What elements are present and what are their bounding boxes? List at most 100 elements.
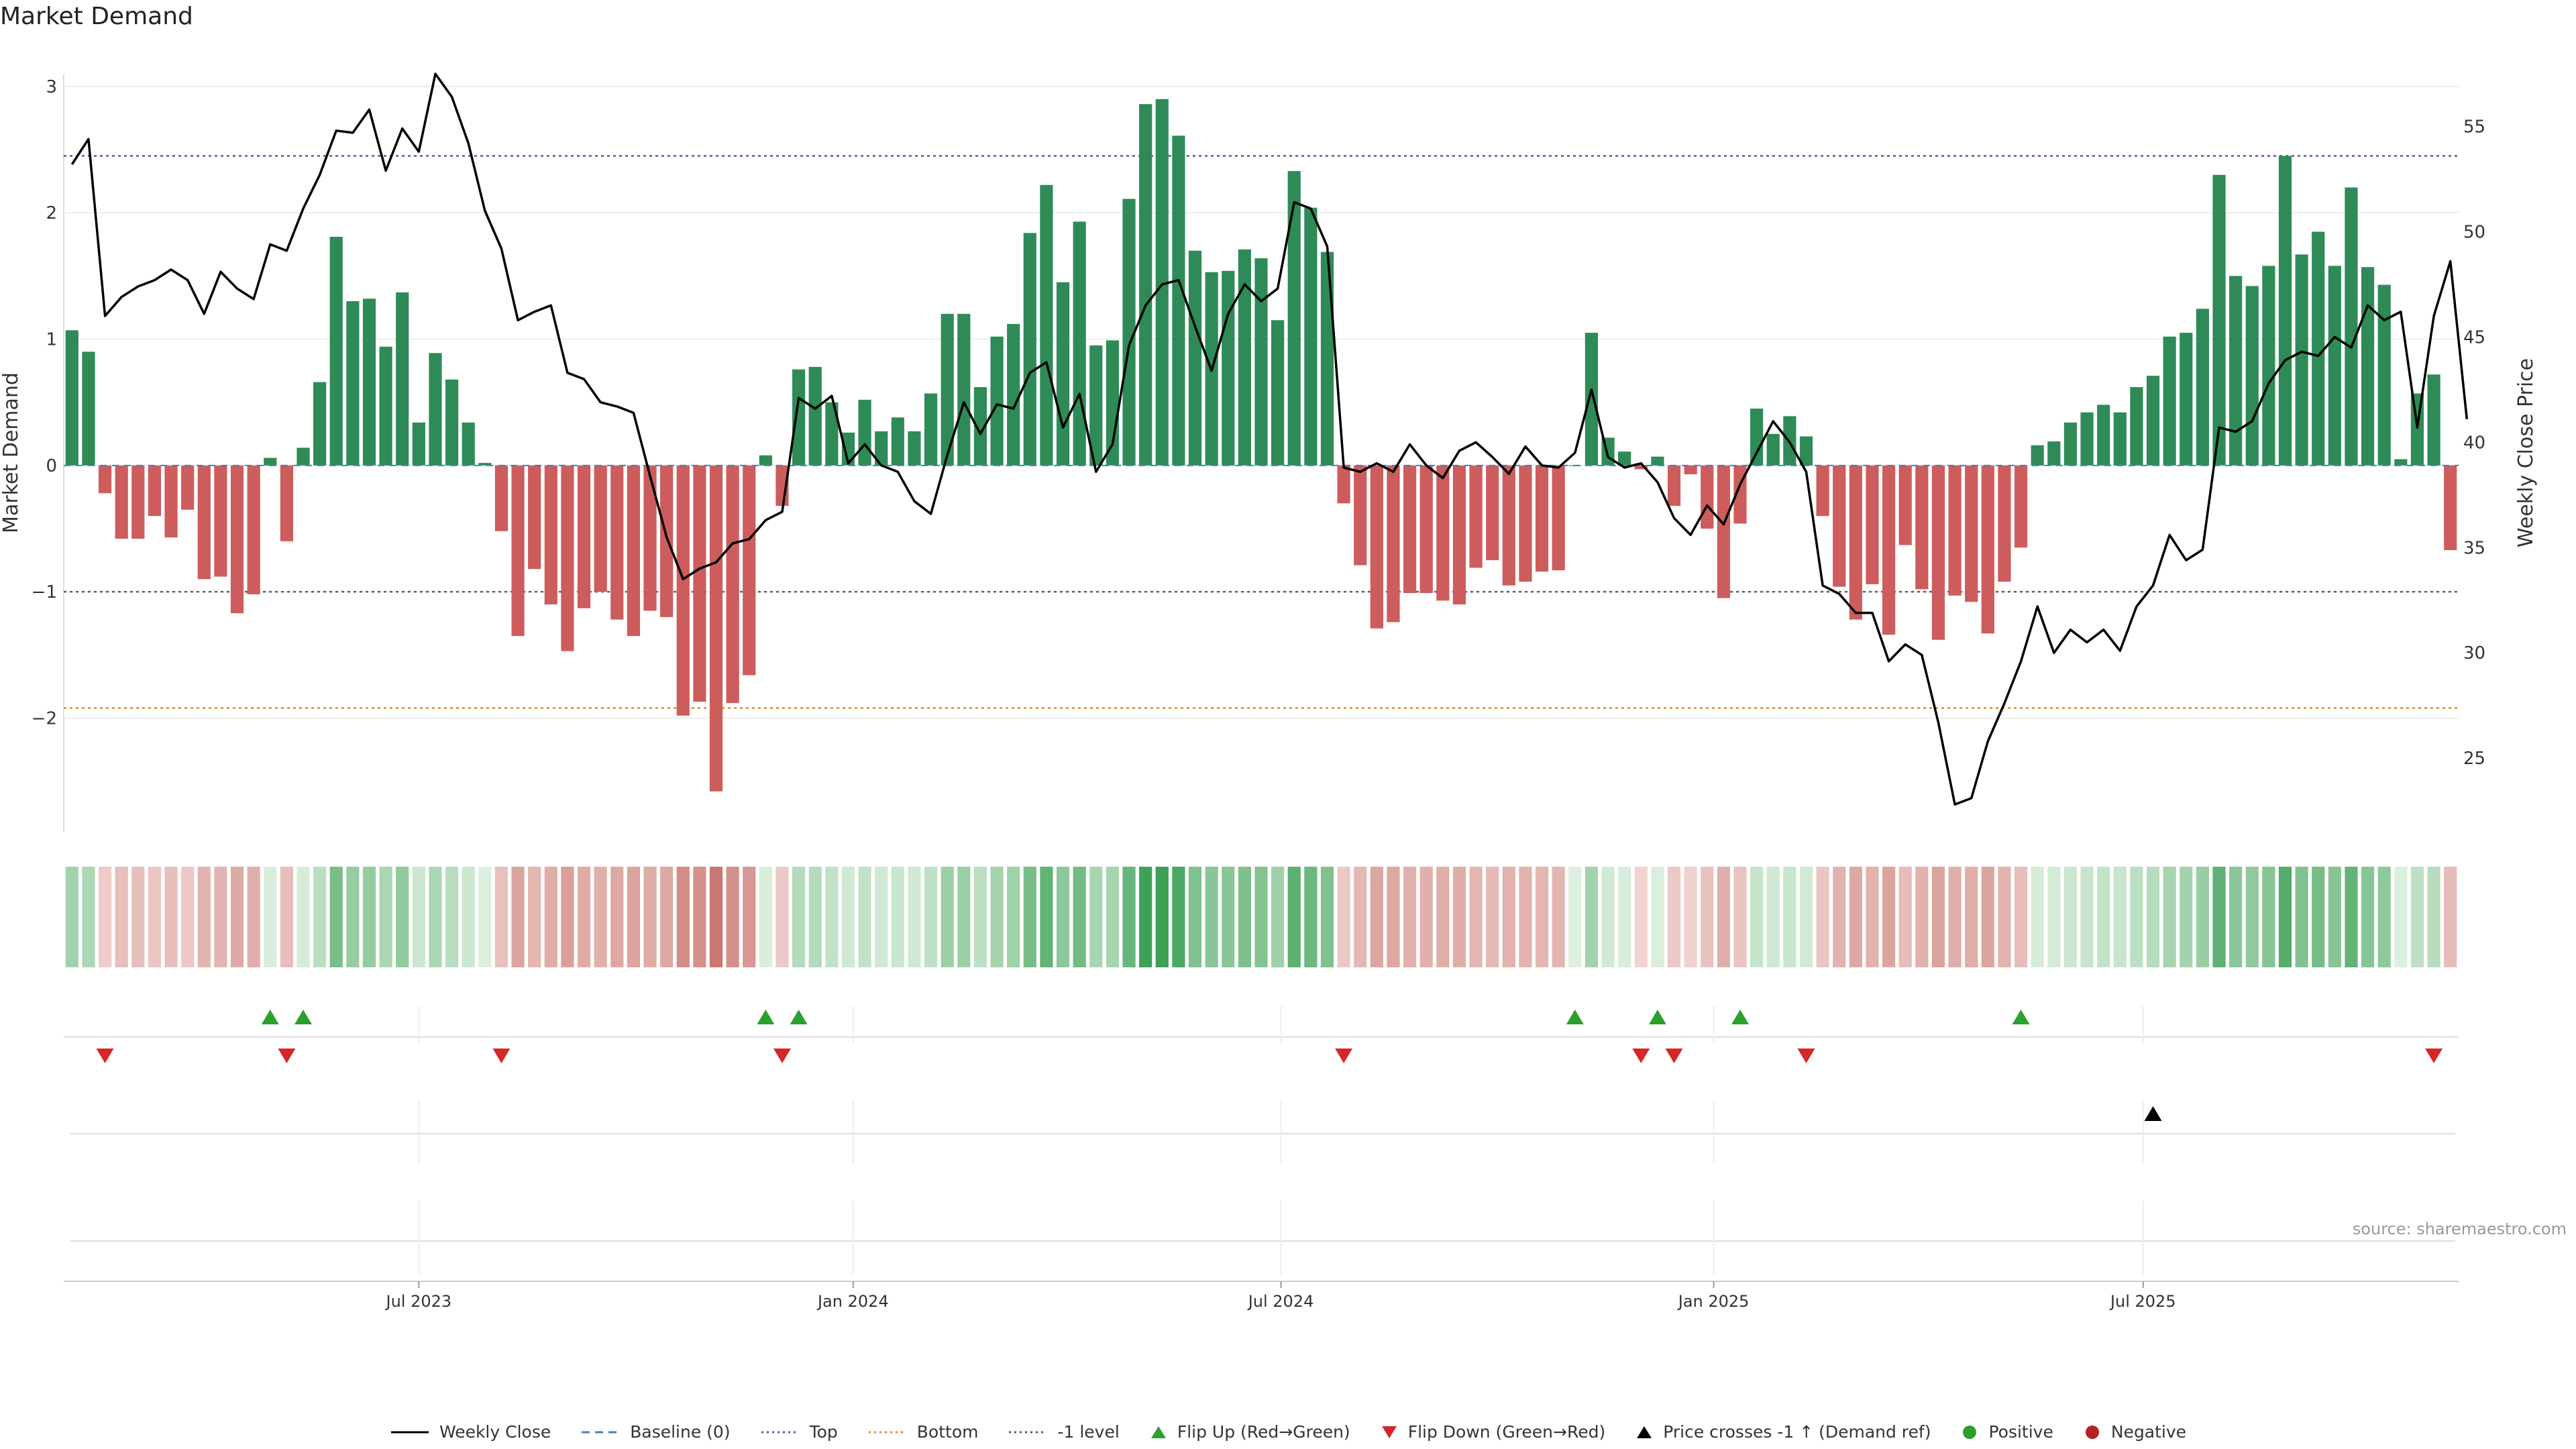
heat-cell: [1419, 867, 1433, 967]
heat-cell: [2312, 867, 2325, 967]
demand-bar: [2031, 445, 2044, 466]
heat-cell: [1106, 867, 1120, 967]
legend-label: Price crosses -1 ↑ (Demand ref): [1663, 1422, 1931, 1442]
demand-bar: [164, 465, 178, 538]
demand-bar: [1337, 465, 1350, 504]
legend-swatch-icon: [761, 1431, 799, 1433]
y2-tick-label: 45: [2463, 327, 2485, 347]
legend-swatch-icon: [1963, 1425, 1977, 1439]
x-tick-label: Jul 2023: [385, 1292, 452, 1311]
heat-cell: [412, 867, 425, 967]
demand-bar: [462, 422, 475, 466]
demand-bar: [594, 465, 607, 592]
demand-bar: [1007, 323, 1020, 466]
heat-cell: [1155, 867, 1169, 967]
demand-bar: [2312, 231, 2325, 466]
heat-cell: [511, 867, 525, 967]
heat-cell: [2063, 867, 2078, 967]
heat-cell: [610, 867, 624, 967]
demand-bar: [1684, 465, 1697, 475]
heat-cell: [2047, 867, 2061, 967]
heat-cell: [346, 867, 360, 967]
demand-bar: [1320, 252, 1334, 466]
legend-label: Bottom: [916, 1422, 979, 1442]
heat-cell: [1667, 867, 1681, 967]
demand-bar: [1882, 465, 1896, 635]
y-tick-label: −2: [32, 709, 57, 729]
y2-tick-label: 35: [2463, 538, 2485, 558]
demand-bar: [2180, 333, 2193, 466]
heat-cell: [313, 867, 327, 967]
heat-cell: [65, 867, 78, 967]
demand-bar: [2080, 412, 2094, 466]
demand-bar: [2146, 376, 2160, 466]
heat-cell: [396, 867, 409, 967]
legend-label: Negative: [2110, 1422, 2187, 1442]
legend-swatch-icon: [1637, 1426, 1652, 1438]
demand-bar: [181, 465, 195, 510]
demand-bar: [1618, 451, 1631, 466]
legend-label: Flip Down (Green→Red): [1407, 1422, 1606, 1442]
heat-cell: [214, 867, 227, 967]
demand-bar: [412, 422, 425, 466]
demand-bar: [214, 465, 227, 577]
demand-bar: [2229, 276, 2243, 466]
legend-swatch-icon: [582, 1431, 620, 1433]
market-demand-chart: 3 2 1 0 −1 −2 55 50 45 40 35 30 25 Market Demand Weekl…: [0, 72, 2538, 1311]
heat-cell: [1254, 867, 1268, 967]
demand-bar: [825, 402, 839, 466]
demand-bar: [2377, 284, 2391, 466]
heat-cell: [1733, 867, 1747, 967]
demand-bar: [1915, 465, 1929, 590]
flip-up-marker: [790, 1009, 808, 1025]
y2-axis-title: Weekly Close Price: [2514, 358, 2538, 547]
heat-cell: [858, 867, 871, 967]
heat-cell: [1866, 867, 1879, 967]
demand-bar: [478, 463, 492, 466]
demand-bar: [2278, 156, 2292, 466]
demand-bar: [2063, 422, 2078, 466]
legend-label: -1 level: [1057, 1422, 1120, 1442]
heat-cell: [2014, 867, 2028, 967]
y-tick-label: 0: [46, 456, 57, 476]
legend-item: Negative: [2083, 1422, 2186, 1442]
heat-cell: [82, 867, 95, 967]
legend-swatch-icon: [390, 1431, 429, 1433]
demand-bar: [131, 465, 145, 539]
heat-cell: [1783, 867, 1796, 967]
heat-cell: [2031, 867, 2044, 967]
heat-cell: [1701, 867, 1714, 967]
flip-up-marker: [2012, 1009, 2030, 1025]
heat-cell: [1898, 867, 1912, 967]
heat-cell: [148, 867, 162, 967]
demand-bar: [1750, 409, 1764, 466]
demand-bar: [528, 465, 541, 570]
heat-cell: [1948, 867, 1962, 967]
legend-label: Baseline (0): [630, 1422, 731, 1442]
demand-bar: [1717, 465, 1730, 598]
heat-cell: [726, 867, 739, 967]
demand-bar: [1271, 320, 1285, 466]
demand-bar: [924, 393, 938, 466]
demand-bar: [941, 313, 954, 466]
heat-cell: [1122, 867, 1136, 967]
demand-bar: [1799, 436, 1813, 466]
demand-bar: [1585, 333, 1599, 466]
heat-cell: [2229, 867, 2243, 967]
heat-cell: [2410, 867, 2424, 967]
heat-cell: [891, 867, 904, 967]
heat-cell: [1337, 867, 1350, 967]
demand-bar: [676, 465, 690, 716]
demand-bar: [2163, 336, 2176, 466]
demand-bar: [313, 382, 327, 466]
demand-bar: [362, 299, 376, 466]
demand-bar: [544, 465, 557, 604]
demand-bar: [1981, 465, 1994, 634]
heat-cell: [230, 867, 244, 967]
heat-cell: [1849, 867, 1862, 967]
heat-cell: [2394, 867, 2408, 967]
heat-cell: [1287, 867, 1301, 967]
legend-item: Flip Up (Red→Green): [1149, 1422, 1350, 1442]
demand-bar: [297, 447, 310, 466]
heat-cell: [1271, 867, 1285, 967]
